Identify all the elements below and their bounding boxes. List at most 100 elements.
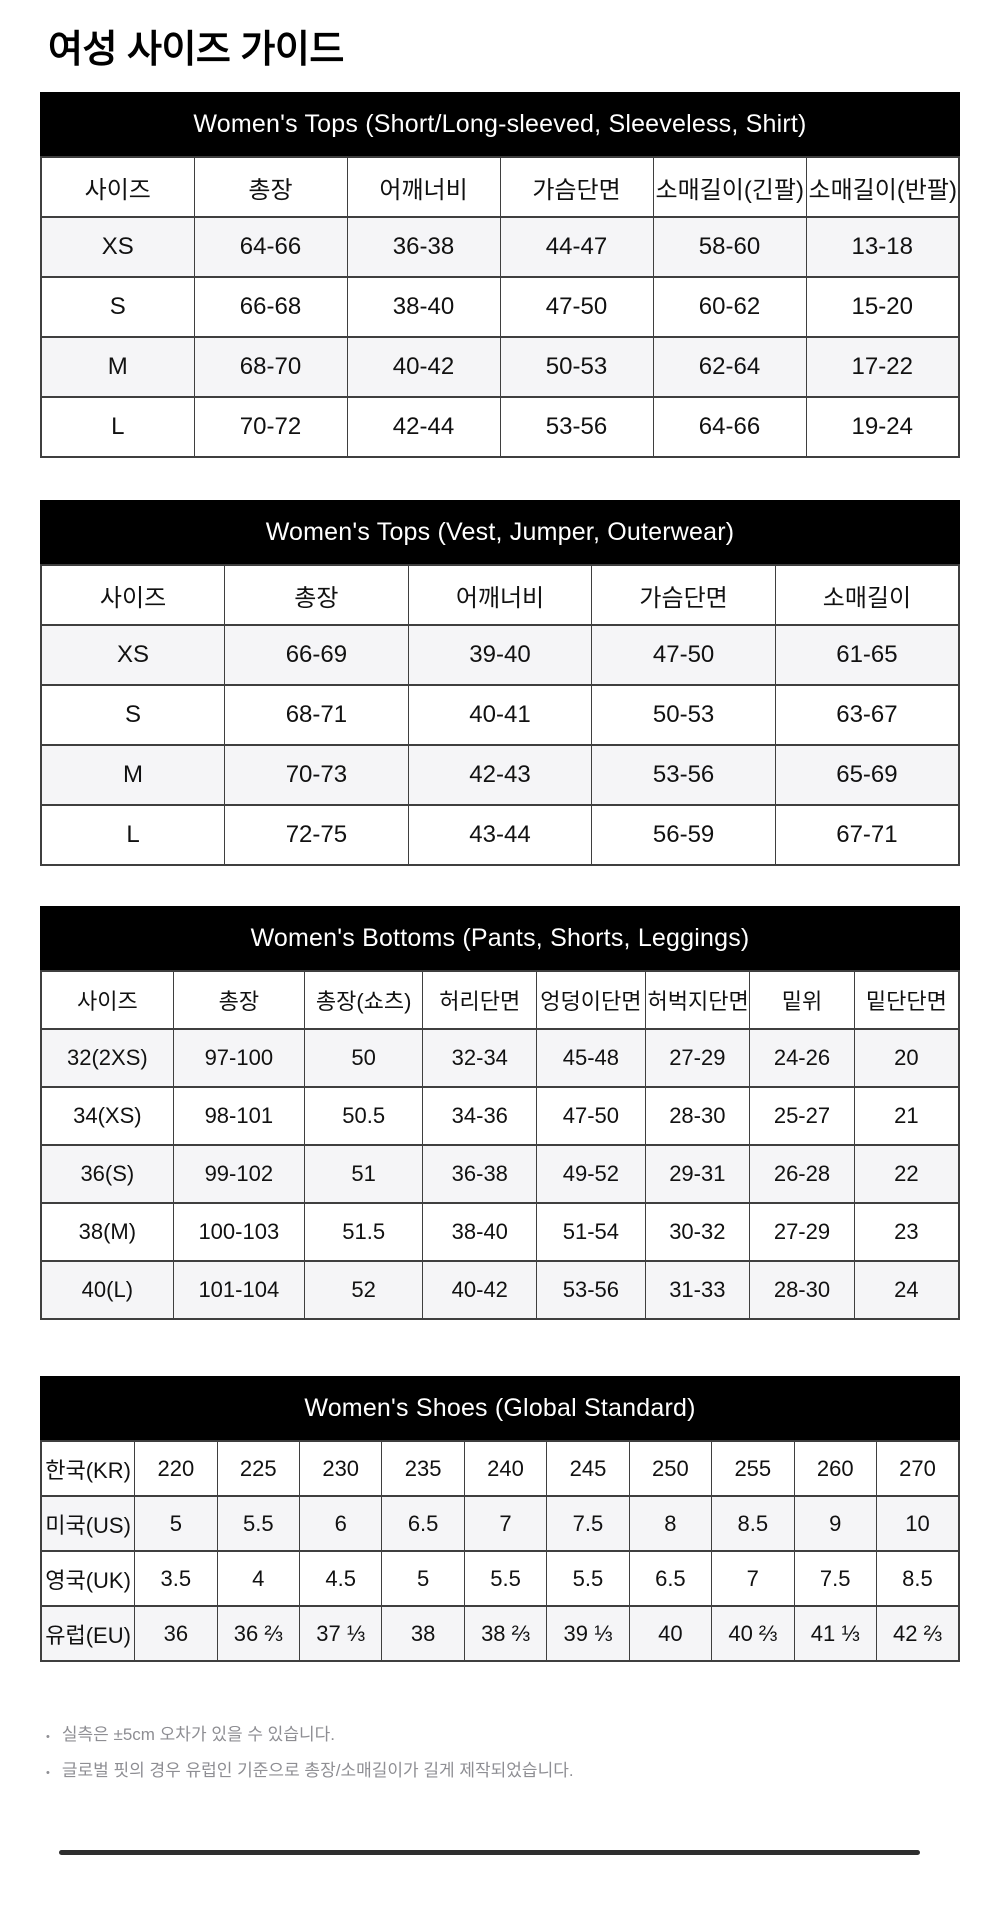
row-label-cell: M <box>40 336 195 398</box>
column-header-cell: 사이즈 <box>40 970 174 1030</box>
data-cell: 40-41 <box>407 684 593 746</box>
data-cell: 22 <box>853 1144 960 1204</box>
header-row: 사이즈 총장 총장(쇼츠) 허리단면 엉덩이단면 허벅지단면 밑위 밑단단면 <box>40 970 960 1030</box>
data-cell: 27-29 <box>644 1028 751 1088</box>
data-cell: 29-31 <box>644 1144 751 1204</box>
data-cell: 51 <box>303 1144 424 1204</box>
row-label-cell: XS <box>40 624 226 686</box>
data-cell: 235 <box>381 1440 465 1497</box>
data-cell: 64-66 <box>193 216 348 278</box>
data-cell: 9 <box>793 1495 877 1552</box>
data-cell: 6.5 <box>628 1550 713 1607</box>
row-label-cell: S <box>40 684 226 746</box>
table-row: 유럽(EU) 36 36 ⅔ 37 ⅓ 38 38 ⅔ 39 ⅓ 40 40 ⅔ 41 ⅓ 42 ⅔ <box>40 1605 960 1662</box>
table-title: Women's Tops (Vest, Jumper, Outerwear) <box>40 500 960 564</box>
table-row: XS 66-69 39-40 47-50 61-65 <box>40 624 960 686</box>
data-cell: 30-32 <box>644 1202 751 1262</box>
data-cell: 44-47 <box>499 216 654 278</box>
data-cell: 19-24 <box>805 396 960 458</box>
row-label-cell: 한국(KR) <box>40 1440 136 1497</box>
footnote-measure-tolerance: • 실측은 ±5cm 오차가 있을 수 있습니다. <box>46 1718 960 1754</box>
row-label-cell: 40(L) <box>40 1260 174 1320</box>
size-table: 사이즈 총장 어깨너비 가슴단면 소매길이 XS 66-69 39-40 47-50 61-65 S… <box>40 564 960 866</box>
data-cell: 220 <box>134 1440 218 1497</box>
column-header-cell: 가슴단면 <box>499 156 654 218</box>
data-cell: 65-69 <box>774 744 960 806</box>
data-cell: 42 ⅔ <box>875 1605 960 1662</box>
data-cell: 13-18 <box>805 216 960 278</box>
data-cell: 34-36 <box>422 1086 538 1146</box>
bullet-icon: • <box>46 1767 50 1779</box>
table-row: 32(2XS) 97-100 50 32-34 45-48 27-29 24-26 20 <box>40 1028 960 1088</box>
footnote-global-fit: • 글로벌 핏의 경우 유럽인 기준으로 총장/소매길이가 길게 제작되었습니다… <box>46 1754 960 1790</box>
data-cell: 70-72 <box>193 396 348 458</box>
data-cell: 8 <box>628 1495 713 1552</box>
data-cell: 53-56 <box>499 396 654 458</box>
column-header-cell: 총장(쇼츠) <box>303 970 424 1030</box>
data-cell: 3.5 <box>134 1550 218 1607</box>
header-row: 사이즈 총장 어깨너비 가슴단면 소매길이(긴팔) 소매길이(반팔) <box>40 156 960 218</box>
size-table-tops1: Women's Tops (Short/Long-sleeved, Sleeve… <box>40 92 960 458</box>
table-title: Women's Shoes (Global Standard) <box>40 1376 960 1440</box>
column-header-cell: 소매길이 <box>774 564 960 626</box>
bottom-divider-bar <box>59 1850 920 1855</box>
data-cell: 7.5 <box>546 1495 630 1552</box>
data-cell: 7 <box>463 1495 548 1552</box>
data-cell: 51-54 <box>536 1202 646 1262</box>
data-cell: 4.5 <box>298 1550 383 1607</box>
data-cell: 60-62 <box>652 276 807 338</box>
data-cell: 5.5 <box>463 1550 548 1607</box>
data-cell: 27-29 <box>749 1202 855 1262</box>
data-cell: 255 <box>711 1440 795 1497</box>
row-label-cell: 36(S) <box>40 1144 174 1204</box>
data-cell: 47-50 <box>499 276 654 338</box>
data-cell: 64-66 <box>652 396 807 458</box>
column-header-cell: 엉덩이단면 <box>536 970 646 1030</box>
data-cell: 70-73 <box>224 744 409 806</box>
data-cell: 8.5 <box>711 1495 795 1552</box>
header-row: 사이즈 총장 어깨너비 가슴단면 소매길이 <box>40 564 960 626</box>
data-cell: 36-38 <box>346 216 501 278</box>
data-cell: 99-102 <box>172 1144 305 1204</box>
table-row: M 68-70 40-42 50-53 62-64 17-22 <box>40 336 960 398</box>
data-cell: 68-71 <box>224 684 409 746</box>
table-row: XS 64-66 36-38 44-47 58-60 13-18 <box>40 216 960 278</box>
data-cell: 68-70 <box>193 336 348 398</box>
column-header-cell: 어깨너비 <box>346 156 501 218</box>
row-label-cell: 영국(UK) <box>40 1550 136 1607</box>
data-cell: 240 <box>463 1440 548 1497</box>
row-label-cell: L <box>40 804 226 866</box>
data-cell: 10 <box>875 1495 960 1552</box>
data-cell: 67-71 <box>774 804 960 866</box>
data-cell: 66-69 <box>224 624 409 686</box>
column-header-cell: 어깨너비 <box>407 564 593 626</box>
data-cell: 31-33 <box>644 1260 751 1320</box>
data-cell: 42-44 <box>346 396 501 458</box>
table-row: S 66-68 38-40 47-50 60-62 15-20 <box>40 276 960 338</box>
data-cell: 49-52 <box>536 1144 646 1204</box>
data-cell: 101-104 <box>172 1260 305 1320</box>
data-cell: 28-30 <box>749 1260 855 1320</box>
footnote-text: 실측은 ±5cm 오차가 있을 수 있습니다. <box>61 1725 335 1744</box>
table-row: 영국(UK) 3.5 4 4.5 5 5.5 5.5 6.5 7 7.5 8.5 <box>40 1550 960 1607</box>
size-table: 사이즈 총장 총장(쇼츠) 허리단면 엉덩이단면 허벅지단면 밑위 밑단단면 32(2XS) 97… <box>40 970 960 1320</box>
data-cell: 40-42 <box>422 1260 538 1320</box>
data-cell: 260 <box>793 1440 877 1497</box>
data-cell: 26-28 <box>749 1144 855 1204</box>
column-header-cell: 소매길이(긴팔) <box>652 156 807 218</box>
data-cell: 38 ⅔ <box>463 1605 548 1662</box>
row-label-cell: 유럽(EU) <box>40 1605 136 1662</box>
row-label-cell: S <box>40 276 195 338</box>
column-header-cell: 사이즈 <box>40 564 226 626</box>
size-table: 한국(KR) 220 225 230 235 240 245 250 255 260 270 미국(U… <box>40 1440 960 1662</box>
table-row: 40(L) 101-104 52 40-42 53-56 31-33 28-30 24 <box>40 1260 960 1320</box>
data-cell: 50.5 <box>303 1086 424 1146</box>
data-cell: 6.5 <box>381 1495 465 1552</box>
row-label-cell: 38(M) <box>40 1202 174 1262</box>
data-cell: 66-68 <box>193 276 348 338</box>
size-tables-container: Women's Tops (Short/Long-sleeved, Sleeve… <box>40 92 960 1662</box>
table-title: Women's Bottoms (Pants, Shorts, Leggings… <box>40 906 960 970</box>
column-header-cell: 가슴단면 <box>591 564 776 626</box>
data-cell: 43-44 <box>407 804 593 866</box>
row-label-cell: M <box>40 744 226 806</box>
